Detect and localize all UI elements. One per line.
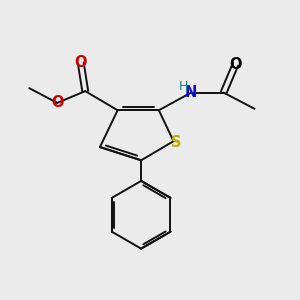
Text: H: H: [178, 80, 188, 93]
Text: S: S: [171, 135, 182, 150]
Text: O: O: [51, 95, 64, 110]
Text: O: O: [74, 55, 86, 70]
Text: O: O: [229, 56, 242, 71]
Text: N: N: [185, 85, 197, 100]
